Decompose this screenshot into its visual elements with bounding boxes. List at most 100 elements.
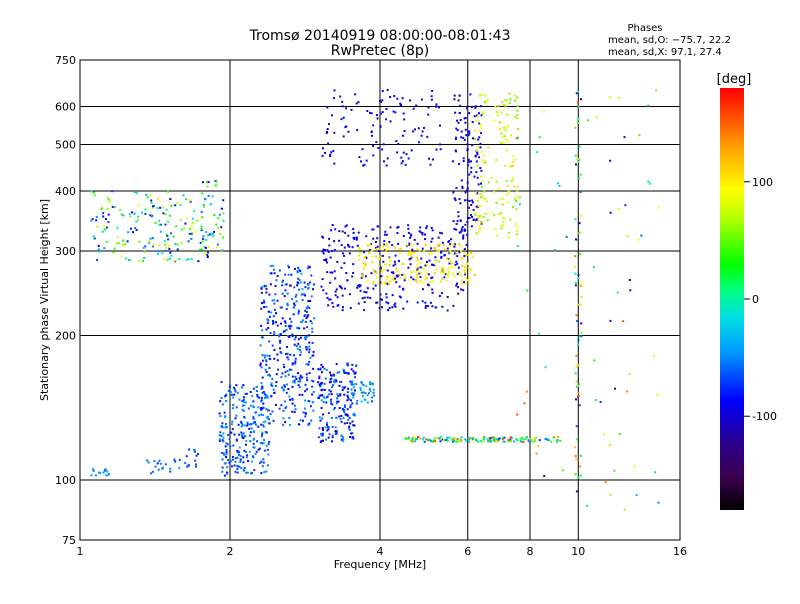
echo-point bbox=[307, 286, 310, 289]
echo-point bbox=[507, 438, 510, 441]
echo-point bbox=[164, 213, 167, 216]
echo-point bbox=[386, 157, 389, 160]
echo-point bbox=[482, 159, 485, 162]
echo-point bbox=[285, 383, 288, 386]
echo-point bbox=[170, 254, 173, 257]
echo-point bbox=[329, 371, 331, 374]
echo-point bbox=[379, 112, 382, 115]
echo-point bbox=[252, 400, 255, 403]
echo-point bbox=[320, 399, 323, 402]
echo-point bbox=[319, 368, 322, 371]
echo-point bbox=[295, 345, 298, 347]
echo-point bbox=[188, 227, 191, 230]
echo-point bbox=[454, 149, 457, 152]
echo-point bbox=[264, 420, 267, 423]
y-tick-label: 600 bbox=[55, 101, 76, 114]
echo-point bbox=[424, 306, 427, 309]
echo-point bbox=[358, 156, 361, 159]
echo-point bbox=[257, 396, 260, 399]
echo-point bbox=[310, 419, 313, 422]
echo-point bbox=[421, 281, 424, 284]
echo-point bbox=[414, 279, 417, 282]
echo-point bbox=[312, 390, 315, 393]
echo-point bbox=[375, 271, 378, 274]
echo-point bbox=[283, 330, 286, 333]
echo-point bbox=[263, 354, 266, 357]
echo-point bbox=[234, 390, 237, 393]
echo-point bbox=[299, 336, 302, 339]
echo-point bbox=[518, 203, 521, 206]
echo-point bbox=[474, 214, 477, 217]
echo-point bbox=[336, 393, 339, 395]
echo-point bbox=[223, 411, 226, 414]
echo-point bbox=[483, 437, 486, 440]
echo-point bbox=[384, 230, 387, 233]
echo-point bbox=[657, 501, 660, 504]
phases-title: Phases bbox=[627, 23, 662, 34]
echo-point bbox=[577, 277, 580, 280]
echo-point bbox=[479, 146, 482, 149]
echo-point bbox=[485, 99, 488, 102]
echo-point bbox=[579, 253, 582, 256]
echo-point bbox=[407, 436, 410, 439]
echo-point bbox=[351, 402, 354, 405]
echo-point bbox=[287, 358, 290, 361]
echo-point bbox=[516, 233, 519, 236]
echo-point bbox=[200, 248, 203, 251]
echo-point bbox=[251, 395, 254, 398]
echo-point bbox=[225, 442, 228, 445]
echo-point bbox=[106, 207, 109, 210]
echo-point bbox=[495, 437, 498, 440]
echo-point bbox=[267, 326, 270, 329]
echo-point bbox=[473, 175, 476, 178]
echo-point bbox=[284, 273, 287, 276]
echo-point bbox=[352, 396, 355, 399]
echo-point bbox=[169, 257, 172, 260]
echo-point bbox=[289, 353, 292, 356]
echo-point bbox=[194, 230, 197, 233]
echo-point bbox=[508, 440, 511, 443]
echo-point bbox=[351, 391, 354, 394]
echo-point bbox=[362, 251, 365, 254]
echo-point bbox=[151, 206, 154, 209]
echo-point bbox=[269, 332, 272, 334]
y-tick-label: 75 bbox=[62, 534, 76, 547]
echo-point bbox=[146, 196, 149, 199]
echo-point bbox=[289, 398, 291, 401]
echo-point bbox=[341, 105, 344, 108]
echo-point bbox=[382, 143, 385, 146]
echo-point bbox=[252, 387, 255, 390]
echo-point bbox=[454, 263, 457, 266]
echo-point bbox=[347, 243, 350, 246]
echo-point bbox=[242, 461, 245, 464]
echo-point bbox=[456, 129, 459, 132]
echo-point bbox=[399, 247, 402, 250]
echo-point bbox=[278, 335, 281, 338]
echo-point bbox=[344, 231, 347, 234]
echo-point bbox=[188, 232, 191, 235]
echo-point bbox=[430, 226, 433, 229]
echo-point bbox=[463, 255, 466, 257]
echo-point bbox=[176, 202, 179, 205]
echo-point bbox=[593, 359, 596, 362]
echo-point bbox=[299, 351, 302, 354]
echo-point bbox=[339, 393, 342, 396]
echo-point bbox=[347, 372, 350, 375]
echo-point bbox=[329, 390, 332, 393]
echo-point bbox=[331, 425, 334, 428]
echo-point bbox=[421, 300, 424, 303]
echo-point bbox=[222, 452, 225, 455]
echo-point bbox=[458, 112, 461, 114]
echo-point bbox=[435, 437, 438, 440]
echo-point bbox=[306, 315, 309, 318]
echo-point bbox=[441, 266, 444, 269]
echo-point bbox=[429, 301, 432, 304]
echo-point bbox=[472, 255, 474, 258]
echo-point bbox=[262, 424, 264, 427]
echo-point bbox=[469, 268, 472, 271]
echo-point bbox=[370, 400, 373, 403]
echo-point bbox=[220, 381, 223, 384]
echo-point bbox=[580, 295, 583, 298]
echo-point bbox=[190, 224, 193, 227]
